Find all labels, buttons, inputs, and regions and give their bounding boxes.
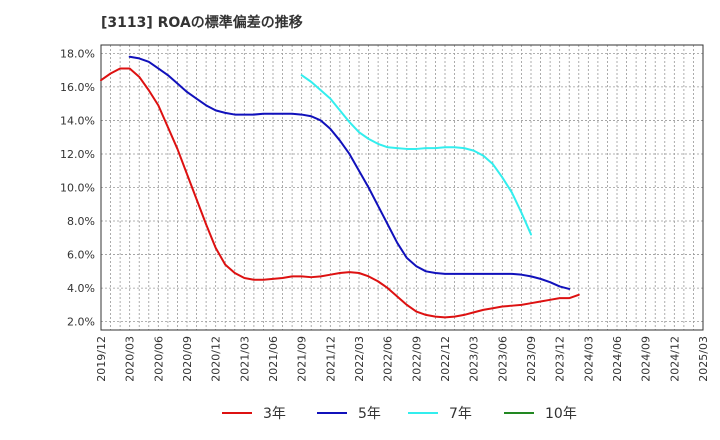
x-tick-label: 2022/06 [382,336,395,382]
x-tick-label: 2023/09 [525,336,538,382]
plot-frame [100,44,704,331]
y-tick-label: 6.0% [67,249,95,262]
x-tick-label: 2020/09 [181,336,194,382]
y-tick-label: 10.0% [60,182,95,195]
x-tick-label: 2021/12 [324,336,337,382]
y-tick-label: 12.0% [60,148,95,161]
x-tick-label: 2021/06 [267,336,280,382]
x-tick-label: 2024/03 [582,336,595,382]
x-tick-label: 2020/06 [152,336,165,382]
x-tick-label: 2020/12 [210,336,223,382]
x-tick-label: 2024/12 [668,336,681,382]
y-tick-label: 8.0% [67,215,95,228]
y-tick-label: 18.0% [60,47,95,60]
y-tick-label: 2.0% [67,316,95,329]
x-tick-label: 2022/03 [353,336,366,382]
y-tick-label: 14.0% [60,114,95,127]
x-tick-label: 2021/09 [296,336,309,382]
x-tick-label: 2024/09 [640,336,653,382]
x-tick-label: 2022/12 [439,336,452,382]
x-tick-label: 2019/12 [95,336,108,382]
x-tick-label: 2025/03 [697,336,710,382]
series-line-0 [100,67,580,319]
series-line-2 [300,74,532,236]
x-tick-label: 2021/03 [238,336,251,382]
legend-label-3: 10年 [545,406,577,422]
x-tick-label: 2024/06 [611,336,624,382]
x-tick-label: 2023/12 [554,336,567,382]
legend-label-0: 3年 [263,406,286,422]
x-tick-label: 2022/09 [410,336,423,382]
x-tick-label: 2020/03 [124,336,137,382]
x-tick-label: 2023/03 [468,336,481,382]
y-tick-label: 16.0% [60,81,95,94]
legend-label-1: 5年 [358,406,381,422]
series-line-1 [128,55,571,290]
legend-label-2: 7年 [449,406,472,422]
y-tick-label: 4.0% [67,282,95,295]
x-tick-label: 2023/06 [496,336,509,382]
chart-title: [3113] ROAの標準偏差の推移 [101,15,303,31]
